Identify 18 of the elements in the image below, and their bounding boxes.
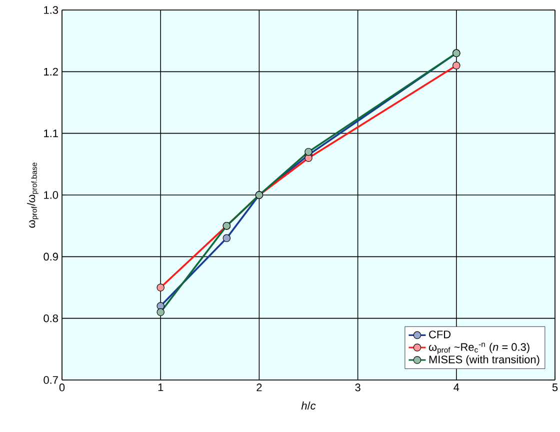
x-tick-label: 5 — [552, 384, 558, 392]
x-tick-label: 1 — [158, 384, 164, 392]
y-tick-label: 1.0 — [44, 191, 58, 199]
y-axis-title: ω$_{prof}$/ω$_{prof.base}$ — [27, 162, 38, 228]
y-tick-label: 1.3 — [44, 6, 58, 14]
legend-label: MISES (with transition) — [429, 355, 540, 366]
legend-label: CFD — [429, 330, 451, 338]
x-tick-label: 4 — [454, 384, 460, 392]
y-tick-label: 0.9 — [44, 252, 58, 261]
x-tick-label: 0 — [59, 384, 65, 392]
legend-label: ω$_{prof}$ ~Re$_{c}$$^{-n}$ (n = 0.3) — [428, 342, 530, 354]
x-tick-label: 3 — [355, 384, 360, 392]
x-axis-title: h/c — [301, 402, 316, 410]
y-tick-label: 0.8 — [44, 314, 58, 322]
y-tick-label: 1.2 — [44, 68, 58, 76]
x-tick-label: 2 — [256, 384, 262, 392]
y-tick-label: 0.7 — [44, 376, 58, 384]
y-tick-label: 1.1 — [44, 130, 58, 138]
